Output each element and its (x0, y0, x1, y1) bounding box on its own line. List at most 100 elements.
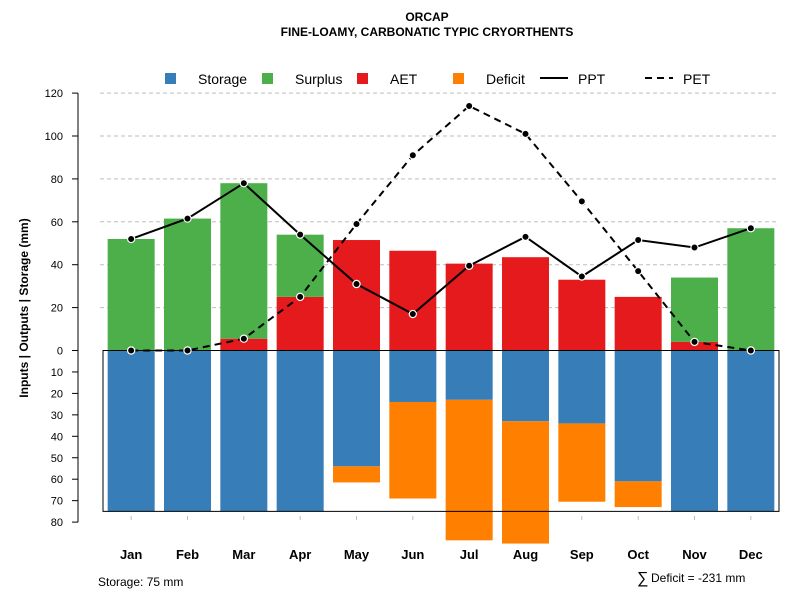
lines-layer (126, 101, 756, 355)
surplus-bar-mar (220, 183, 268, 339)
deficit-bar-may (333, 466, 380, 483)
y-tick-label-lower-40: 40 (51, 431, 63, 443)
deficit-bar-sep (558, 423, 606, 502)
x-tick-label-aug: Aug (513, 547, 538, 562)
pet-point-may (352, 219, 361, 229)
legend-swatch-aet (357, 73, 368, 84)
x-tick-label-nov: Nov (682, 547, 707, 562)
x-tick-label-jun: Jun (401, 547, 424, 562)
y-tick-label-lower-20: 20 (51, 388, 63, 400)
storage-bar-may (333, 350, 380, 467)
pet-point-aug (521, 129, 530, 139)
ppt-point-sep (577, 272, 587, 281)
y-tick-label-upper-40: 40 (51, 260, 63, 272)
ppt-point-apr (295, 230, 305, 239)
aet-bar-mar (220, 338, 268, 351)
x-tick-label-jan: Jan (120, 547, 142, 562)
pet-line (131, 104, 751, 352)
storage-bar-mar (220, 350, 268, 512)
ppt-line (130, 181, 752, 316)
ppt-point-aug (521, 232, 530, 242)
surplus-bar-feb (164, 218, 211, 351)
y-tick-label-lower-30: 30 (51, 410, 63, 422)
legend-label-deficit: Deficit (486, 71, 525, 87)
pet-point-mar (239, 334, 249, 343)
aet-bar-apr (276, 296, 324, 351)
surplus-bar-dec (727, 228, 775, 351)
pet-point-feb (183, 346, 192, 355)
deficit-bar-jul (445, 399, 493, 541)
y-tick-label-upper-20: 20 (51, 303, 63, 315)
y-tick-label-lower-50: 50 (51, 453, 63, 465)
ppt-point-nov (690, 243, 699, 252)
pet-point-nov (690, 337, 699, 347)
y-tick-label-lower-80: 80 (51, 517, 63, 529)
x-tick-label-may: May (344, 547, 370, 562)
pet-point-oct (633, 266, 643, 276)
gridlines (100, 92, 779, 522)
pet-point-dec (746, 346, 756, 355)
bars-layer (107, 183, 775, 544)
legend-swatch-surplus (262, 73, 273, 84)
surplus-bar-jan (107, 238, 155, 351)
axes-layer: 0 20 40 60 80 100 120 10 20 30 40 50 60 70 80 Jan Feb Mar… (45, 88, 780, 562)
y-tick-label-lower-10: 10 (51, 367, 63, 379)
x-tick-label-mar: Mar (232, 547, 255, 562)
ppt-point-jan (126, 234, 136, 244)
legend-label-surplus: Surplus (295, 71, 342, 87)
aet-bar-jul (445, 263, 493, 351)
legend-label-storage: Storage (198, 71, 247, 87)
legend: Storage Surplus AET Deficit PPT PET (165, 71, 711, 87)
chart-subtitle: FINE-LOAMY, CARBONATIC TYPIC CRYORTHENTS (281, 25, 574, 39)
legend-swatch-deficit (453, 73, 464, 84)
surplus-bar-apr (276, 234, 324, 297)
storage-bar-oct (614, 350, 662, 482)
ppt-point-feb (183, 214, 192, 223)
y-tick-label-upper-120: 120 (45, 88, 63, 100)
chart-title: ORCAP (405, 10, 448, 24)
deficit-bar-jun (389, 401, 437, 499)
deficit-bar-oct (614, 481, 662, 508)
y-tick-label-upper-100: 100 (45, 131, 63, 143)
aet-bar-nov (671, 341, 718, 351)
x-tick-label-sep: Sep (570, 547, 594, 562)
y-axis-label: Inputs | Outputs | Storage (mm) (17, 218, 31, 397)
x-tick-label-oct: Oct (627, 547, 649, 562)
legend-label-ppt: PPT (578, 71, 606, 87)
legend-label-aet: AET (390, 71, 418, 87)
storage-bar-sep (558, 350, 606, 424)
x-tick-label-feb: Feb (176, 547, 199, 562)
ppt-point-mar (239, 178, 249, 188)
legend-swatch-storage (165, 73, 176, 84)
storage-bar-dec (727, 350, 775, 512)
ppt-point-jul (464, 261, 474, 270)
storage-bar-jun (389, 350, 437, 402)
storage-bar-feb (164, 350, 211, 512)
x-tick-label-jul: Jul (460, 547, 479, 562)
y-tick-label-upper-0: 0 (57, 346, 63, 358)
aet-bar-aug (502, 257, 549, 351)
ppt-point-jun (408, 309, 418, 319)
aet-bar-may (333, 240, 380, 351)
pet-point-apr (295, 292, 305, 302)
storage-footnote: Storage: 75 mm (98, 575, 183, 589)
surplus-bar-nov (671, 277, 718, 342)
ppt-point-may (352, 279, 361, 289)
ppt-point-oct (633, 235, 643, 245)
pet-point-jan (126, 346, 136, 355)
deficit-footnote: Deficit = -231 mm (651, 571, 745, 585)
y-tick-label-upper-60: 60 (51, 217, 63, 229)
aet-bar-sep (558, 279, 606, 351)
ppt-point-dec (746, 224, 756, 233)
storage-bar-apr (276, 350, 324, 512)
legend-label-pet: PET (683, 71, 711, 87)
storage-bar-nov (671, 350, 718, 512)
deficit-bar-aug (502, 421, 549, 544)
pet-point-jul (464, 101, 474, 111)
storage-bar-aug (502, 350, 549, 422)
y-tick-label-upper-80: 80 (51, 174, 63, 186)
y-tick-label-lower-70: 70 (51, 496, 63, 508)
pet-point-sep (577, 197, 587, 206)
x-tick-label-dec: Dec (739, 547, 763, 562)
